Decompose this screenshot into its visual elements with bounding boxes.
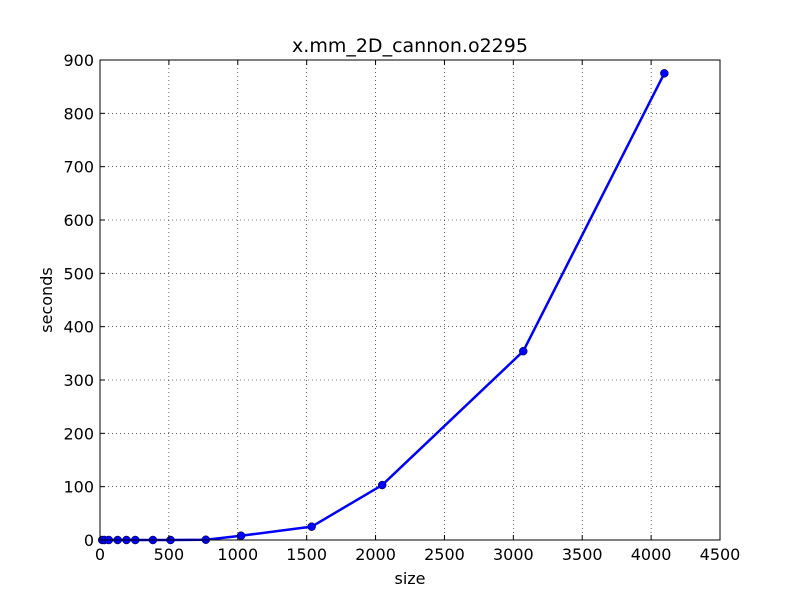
y-tick-label: 0 [84,531,94,550]
chart-title: x.mm_2D_cannon.o2295 [292,35,528,57]
x-tick-label: 1000 [217,545,258,564]
x-tick-label: 4500 [700,545,741,564]
y-tick-label: 100 [63,478,94,497]
x-axis-label: size [394,569,425,588]
y-tick-label: 800 [63,104,94,123]
data-point [377,480,387,490]
plot-frame [99,59,721,541]
data-point [236,531,246,540]
data-point [307,522,316,531]
x-tick-label: 3500 [562,545,603,564]
y-tick-label: 900 [63,51,94,70]
y-tick-label: 200 [63,424,94,443]
y-tick-label: 300 [63,371,94,390]
x-tick-label: 500 [154,545,185,564]
y-tick-label: 500 [63,264,94,283]
y-tick-label: 700 [63,158,94,177]
x-tick-label: 2500 [424,545,465,564]
x-tick-label: 2000 [355,545,396,564]
y-axis-label: seconds [37,267,56,332]
y-tick-label: 400 [63,318,94,337]
data-point [519,346,528,356]
x-tick-label: 0 [95,545,105,564]
ticks: 0 500 1000 1500 2000 2500 3000 3500 4000 4500 0 100… [63,51,740,564]
data-point [660,69,669,78]
x-tick-label: 1500 [286,545,327,564]
y-tick-label: 600 [63,211,94,230]
x-tick-label: 3000 [493,545,534,564]
x-tick-label: 4000 [631,545,672,564]
